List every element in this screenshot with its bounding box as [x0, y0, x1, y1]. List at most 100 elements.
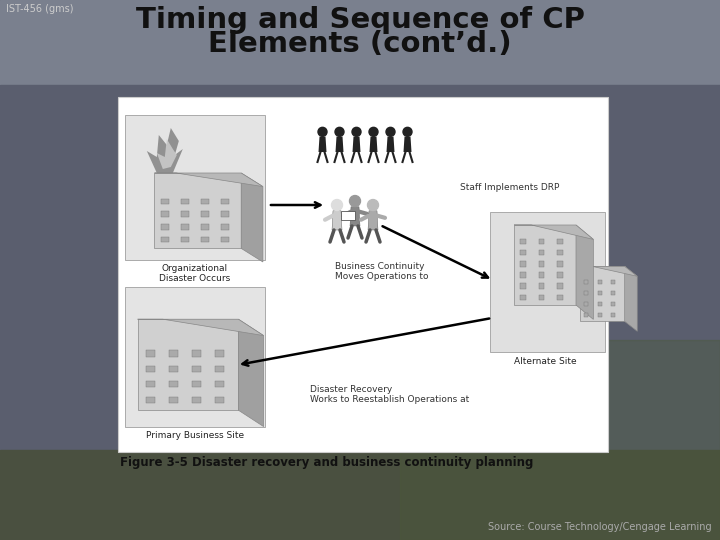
Bar: [181, 212, 189, 217]
Bar: [611, 313, 615, 317]
Bar: [192, 350, 201, 356]
Bar: [400, 340, 720, 540]
Polygon shape: [576, 225, 593, 319]
Polygon shape: [154, 173, 241, 248]
Bar: [181, 224, 189, 230]
Bar: [611, 291, 615, 295]
Bar: [0, 0, 720, 85]
Bar: [557, 239, 563, 244]
Bar: [169, 396, 178, 403]
Bar: [584, 313, 588, 317]
Bar: [341, 211, 355, 220]
Bar: [161, 199, 169, 204]
Bar: [557, 250, 563, 255]
Polygon shape: [138, 319, 264, 335]
Bar: [584, 291, 588, 295]
Bar: [215, 381, 225, 388]
Bar: [192, 396, 201, 403]
Polygon shape: [580, 266, 637, 276]
Circle shape: [335, 127, 344, 136]
Bar: [598, 291, 602, 295]
Bar: [557, 284, 563, 289]
Bar: [169, 350, 178, 356]
Bar: [145, 366, 155, 372]
Bar: [539, 272, 544, 278]
Text: Figure 3-5 Disaster recovery and business continuity planning: Figure 3-5 Disaster recovery and busines…: [120, 456, 534, 469]
Bar: [0, 450, 720, 540]
Bar: [521, 295, 526, 300]
Bar: [221, 212, 229, 217]
Polygon shape: [369, 137, 377, 152]
Bar: [598, 302, 602, 306]
Polygon shape: [387, 137, 395, 152]
Bar: [215, 350, 225, 356]
Bar: [598, 280, 602, 284]
Polygon shape: [154, 173, 263, 187]
Bar: [161, 212, 169, 217]
Polygon shape: [318, 137, 326, 152]
Bar: [145, 381, 155, 388]
Bar: [539, 284, 544, 289]
Circle shape: [349, 195, 361, 206]
Bar: [125, 115, 265, 260]
Bar: [169, 366, 178, 372]
Polygon shape: [514, 225, 593, 239]
Bar: [557, 261, 563, 267]
Polygon shape: [625, 266, 637, 332]
Bar: [539, 261, 544, 267]
Polygon shape: [238, 319, 264, 427]
Text: Staff Implements DRP: Staff Implements DRP: [460, 184, 559, 192]
Polygon shape: [403, 137, 412, 152]
Bar: [557, 272, 563, 278]
Text: Business Continuity
Moves Operations to: Business Continuity Moves Operations to: [335, 262, 428, 281]
Bar: [521, 239, 526, 244]
Bar: [192, 366, 201, 372]
Polygon shape: [368, 211, 378, 230]
Bar: [221, 224, 229, 230]
Bar: [539, 239, 544, 244]
Bar: [521, 284, 526, 289]
Circle shape: [386, 127, 395, 136]
Bar: [181, 199, 189, 204]
Bar: [145, 396, 155, 403]
Bar: [221, 237, 229, 242]
Polygon shape: [157, 139, 177, 169]
Bar: [539, 295, 544, 300]
Bar: [490, 212, 605, 352]
Bar: [221, 199, 229, 204]
Polygon shape: [350, 207, 360, 226]
Bar: [521, 261, 526, 267]
Bar: [161, 237, 169, 242]
Polygon shape: [241, 173, 263, 262]
Text: Alternate Site: Alternate Site: [513, 357, 576, 366]
Bar: [611, 280, 615, 284]
Bar: [215, 396, 225, 403]
Circle shape: [367, 200, 379, 211]
Bar: [598, 313, 602, 317]
Bar: [215, 366, 225, 372]
Bar: [557, 295, 563, 300]
Bar: [202, 237, 209, 242]
Text: Disaster Recovery
Works to Reestablish Operations at: Disaster Recovery Works to Reestablish O…: [310, 385, 469, 404]
Circle shape: [369, 127, 378, 136]
Circle shape: [352, 127, 361, 136]
Text: Organizational
Disaster Occurs: Organizational Disaster Occurs: [159, 264, 230, 284]
Text: IST-456 (gms): IST-456 (gms): [6, 4, 73, 14]
Bar: [118, 97, 608, 452]
Bar: [0, 85, 720, 450]
Text: Timing and Sequence of CP: Timing and Sequence of CP: [135, 6, 585, 34]
Bar: [181, 237, 189, 242]
Polygon shape: [332, 211, 342, 230]
Bar: [169, 381, 178, 388]
Polygon shape: [353, 137, 361, 152]
Text: Source: Course Technology/Cengage Learning: Source: Course Technology/Cengage Learni…: [488, 522, 712, 532]
Polygon shape: [514, 225, 576, 305]
Polygon shape: [138, 319, 238, 410]
Bar: [145, 350, 155, 356]
Bar: [125, 287, 265, 427]
Polygon shape: [147, 128, 183, 173]
Polygon shape: [336, 137, 343, 152]
Bar: [521, 250, 526, 255]
Bar: [202, 224, 209, 230]
Circle shape: [331, 200, 343, 211]
